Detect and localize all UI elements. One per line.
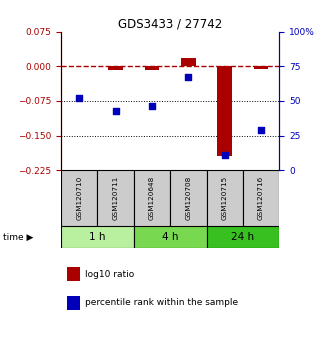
Text: GSM120715: GSM120715 (222, 176, 228, 220)
FancyBboxPatch shape (206, 226, 279, 248)
Text: GSM120711: GSM120711 (113, 176, 118, 220)
Text: GSM120648: GSM120648 (149, 176, 155, 220)
Bar (145, 67, 159, 70)
Text: time ▶: time ▶ (3, 233, 34, 241)
Bar (108, 67, 123, 70)
Text: log10 ratio: log10 ratio (85, 270, 134, 279)
Bar (217, 67, 232, 156)
FancyBboxPatch shape (97, 170, 134, 226)
Text: 1 h: 1 h (89, 232, 106, 242)
Text: percentile rank within the sample: percentile rank within the sample (85, 298, 238, 307)
FancyBboxPatch shape (206, 170, 243, 226)
Text: 4 h: 4 h (162, 232, 178, 242)
Point (186, 75, 191, 80)
FancyBboxPatch shape (134, 226, 206, 248)
FancyBboxPatch shape (134, 170, 170, 226)
Text: GSM120716: GSM120716 (258, 176, 264, 220)
Text: 24 h: 24 h (231, 232, 255, 242)
FancyBboxPatch shape (61, 170, 97, 226)
Point (77, 95, 82, 101)
Point (222, 152, 227, 158)
FancyBboxPatch shape (243, 170, 279, 226)
Bar (181, 58, 195, 67)
Title: GDS3433 / 27742: GDS3433 / 27742 (118, 18, 222, 31)
Text: GSM120710: GSM120710 (76, 176, 82, 220)
Point (113, 108, 118, 114)
Text: GSM120708: GSM120708 (185, 176, 191, 220)
Point (258, 127, 264, 133)
FancyBboxPatch shape (170, 170, 206, 226)
Bar (254, 67, 268, 69)
FancyBboxPatch shape (61, 226, 134, 248)
Point (149, 104, 154, 109)
